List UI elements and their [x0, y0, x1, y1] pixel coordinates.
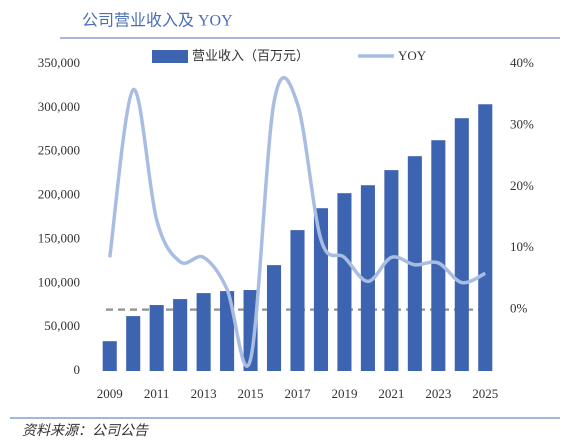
x-tick-label: 2023 [425, 386, 451, 401]
y-tick-label: 50,000 [44, 318, 80, 333]
x-tick-label: 2009 [97, 386, 123, 401]
bar [266, 265, 282, 371]
bar [478, 104, 493, 371]
x-tick-label: 2015 [238, 386, 264, 401]
bar [243, 290, 258, 371]
legend-label: 营业收入（百万元） [192, 48, 309, 63]
y-tick-label: 300,000 [38, 99, 80, 114]
yoy-line [108, 75, 487, 368]
bar [290, 230, 305, 371]
y2-tick-label: 10% [510, 239, 534, 254]
bar [220, 291, 235, 371]
bar [360, 185, 375, 371]
y-tick-label: 100,000 [38, 274, 80, 289]
y-tick-label: 350,000 [38, 55, 80, 70]
bar [173, 299, 188, 371]
bar [337, 193, 352, 371]
bar [431, 140, 446, 371]
y-tick-label: 150,000 [38, 230, 80, 245]
y-tick-label: 250,000 [38, 143, 80, 158]
y2-tick-label: 0% [510, 301, 528, 316]
x-tick-label: 2021 [378, 386, 404, 401]
y2-tick-label: 20% [510, 178, 534, 193]
y2-tick-label: 40% [510, 55, 534, 70]
bar [196, 293, 211, 371]
chart-title: 公司营业收入及 YOY [82, 12, 233, 30]
legend-swatch [152, 50, 188, 63]
x-tick-label: 2019 [331, 386, 357, 401]
x-tick-label: 2017 [285, 386, 312, 401]
y-tick-label: 0 [74, 362, 81, 377]
bar [102, 341, 117, 371]
x-tick-label: 2013 [191, 386, 217, 401]
source-note: 资料来源：公司公告 [22, 423, 149, 439]
bar [384, 170, 399, 371]
x-tick-label: 2011 [144, 386, 170, 401]
legend-label: YOY [398, 48, 427, 63]
x-tick-label: 2025 [472, 386, 498, 401]
bar [149, 305, 164, 371]
y-tick-label: 200,000 [38, 187, 80, 202]
y2-tick-label: 30% [510, 116, 534, 131]
bar [454, 118, 469, 371]
bar [126, 316, 141, 371]
